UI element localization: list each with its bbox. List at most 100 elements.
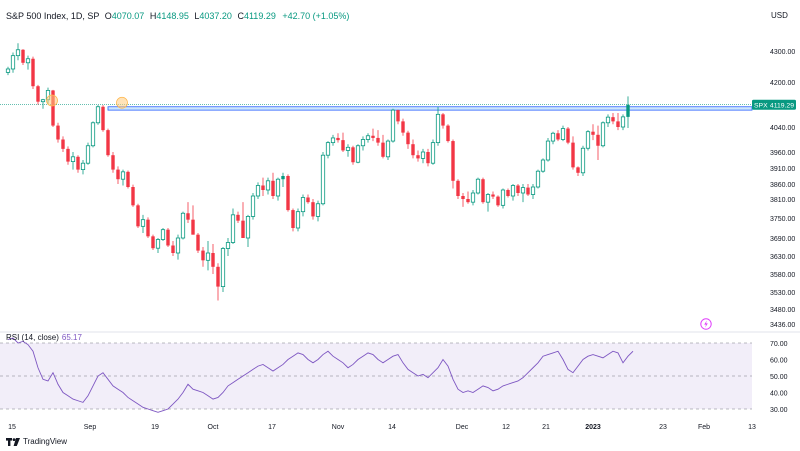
candle-body — [291, 210, 295, 228]
time-axis-label: Dec — [456, 424, 469, 431]
candle-body — [545, 140, 551, 161]
candle-body — [345, 146, 351, 151]
candle-body — [611, 117, 615, 122]
candle-body — [220, 248, 226, 287]
candle-body — [51, 90, 55, 126]
high-label: H — [149, 11, 157, 21]
price-axis-label: 4200.00 — [770, 80, 795, 87]
candle-body — [140, 219, 146, 227]
candle-body — [286, 176, 290, 211]
candle-body — [216, 266, 220, 287]
candle-body — [360, 139, 366, 147]
time-axis-label: 14 — [388, 424, 396, 431]
candle-body — [406, 132, 410, 145]
price-axis-label: 3960.00 — [770, 150, 795, 157]
candle-body — [540, 159, 546, 172]
candle-body — [61, 139, 65, 149]
candle-body — [201, 250, 205, 261]
candle-body — [576, 167, 580, 173]
price-axis-label: 3750.00 — [770, 216, 795, 223]
candle-body — [510, 185, 516, 197]
candle-body — [136, 205, 140, 227]
candle-body — [385, 140, 391, 158]
candle-body — [371, 135, 375, 138]
candle-body — [275, 178, 281, 197]
candle-body — [31, 58, 35, 87]
candle-body — [481, 179, 485, 203]
candle-body — [101, 106, 105, 131]
candle-body — [5, 68, 11, 73]
candle-body — [435, 113, 441, 144]
time-axis-label: 23 — [659, 424, 667, 431]
touch-marker — [46, 94, 58, 107]
price-axis-label: 4040.00 — [770, 125, 795, 132]
candle-body — [620, 116, 626, 128]
candle-body — [116, 169, 120, 180]
candle-body — [365, 135, 371, 140]
price-axis-label: 3580.00 — [770, 272, 795, 279]
change-value: +42.70 (+1.05%) — [282, 11, 350, 21]
time-axis-label: Feb — [698, 424, 710, 431]
candle-body — [76, 156, 80, 170]
currency-label[interactable]: USD — [771, 11, 788, 20]
candle-body — [560, 128, 566, 140]
candle-body — [411, 144, 415, 156]
candle-body — [95, 106, 101, 124]
price-axis-label: 3630.00 — [770, 254, 795, 261]
rsi-axis-label: 70.00 — [770, 341, 788, 348]
close-label: C — [237, 11, 244, 21]
candle-body — [556, 133, 560, 140]
rsi-axis-label: 40.00 — [770, 391, 788, 398]
candle-body — [491, 194, 495, 197]
rsi-axis-label: 50.00 — [770, 374, 788, 381]
candle-body — [21, 49, 25, 63]
lightning-icon[interactable] — [700, 318, 712, 330]
low-label: L — [194, 11, 200, 21]
candle-body — [441, 114, 445, 126]
candle-body — [416, 155, 420, 159]
candle-body — [485, 194, 491, 203]
candle-body — [160, 229, 166, 240]
candlestick-series — [5, 43, 630, 301]
candle-body — [550, 132, 556, 142]
candle-body — [466, 199, 470, 203]
price-axis-label: 3530.00 — [770, 290, 795, 297]
high-value: 4148.95 — [156, 11, 189, 21]
candle-body — [80, 162, 86, 170]
candle-body — [111, 155, 115, 170]
candle-body — [351, 147, 355, 163]
candle-body — [580, 147, 586, 174]
price-axis-label: 3810.00 — [770, 197, 795, 204]
tradingview-branding[interactable]: TradingView — [6, 437, 67, 446]
candle-body — [236, 214, 240, 221]
price-axis-label: 3480.00 — [770, 307, 795, 314]
time-axis-label: 15 — [8, 424, 16, 431]
candle-body — [315, 203, 321, 217]
rsi-pane — [0, 337, 752, 413]
candle-body — [591, 131, 595, 135]
time-axis-label: 19 — [151, 424, 159, 431]
rsi-title[interactable]: RSI (14, close) — [6, 333, 59, 342]
candle-body — [341, 140, 345, 151]
candle-body — [205, 252, 211, 261]
touch-marker — [116, 96, 128, 109]
chart-header: S&P 500 Index, 1D, SP O4070.07 H4148.95 … — [6, 11, 349, 21]
candle-body — [426, 152, 430, 164]
candle-body — [146, 219, 150, 237]
candle-body — [151, 236, 155, 249]
candle-body — [70, 156, 76, 163]
candle-body — [470, 192, 476, 203]
candle-body — [401, 121, 405, 133]
rsi-axis-label: 60.00 — [770, 358, 788, 365]
open-label: O — [104, 11, 112, 21]
candle-body — [451, 141, 455, 181]
symbol-title[interactable]: S&P 500 Index, 1D, SP — [6, 11, 100, 21]
candle-body — [56, 125, 60, 140]
candle-body — [306, 197, 310, 203]
candle-body — [355, 145, 361, 163]
candle-body — [446, 125, 450, 142]
time-axis-label: 21 — [542, 424, 550, 431]
candle-body — [605, 116, 611, 124]
candle-body — [36, 86, 40, 102]
